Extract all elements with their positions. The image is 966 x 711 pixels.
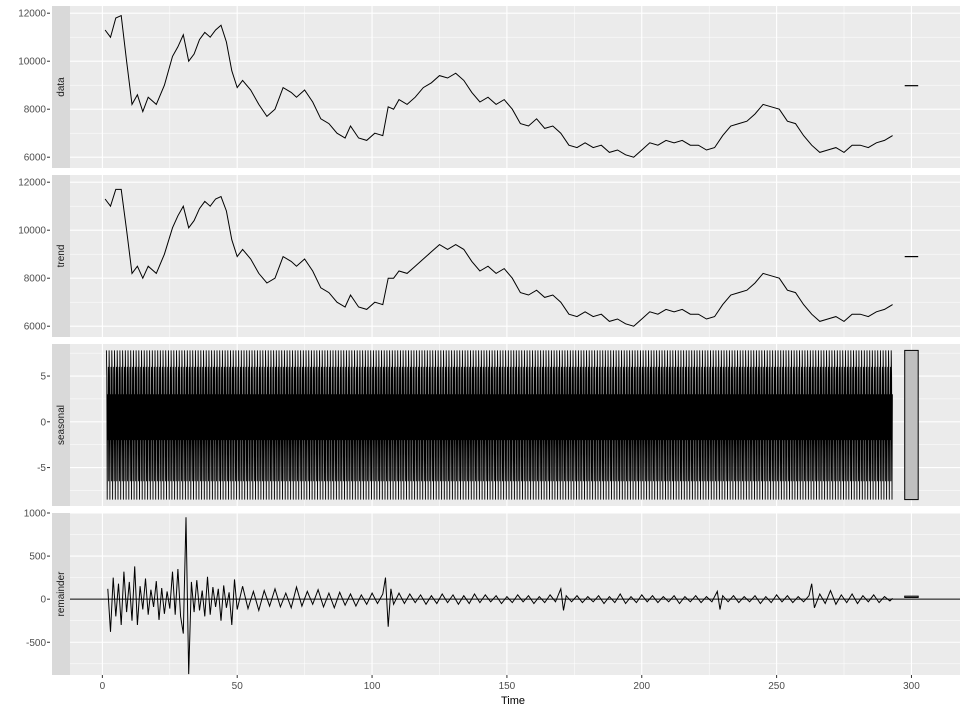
strip-label-seasonal: seasonal — [56, 405, 67, 445]
y-tick-label: -5 — [37, 463, 46, 474]
strip-seasonal — [52, 344, 70, 506]
y-tick-label: 12000 — [18, 9, 46, 20]
strip-trend — [52, 175, 70, 337]
strip-label-remainder: remainder — [56, 571, 67, 617]
panel-background-remainder — [70, 513, 960, 675]
y-tick-label: 8000 — [24, 105, 47, 116]
x-axis: 0 50 100 150 200 250 300 — [100, 675, 920, 692]
panel-background-data — [70, 6, 960, 168]
y-tick-label: -500 — [26, 638, 46, 649]
panel-seasonal: seasonal -5 0 5 — [37, 344, 960, 506]
series-line-data — [104, 14, 893, 158]
y-tick-label: 6000 — [24, 322, 47, 333]
series-line-seasonal — [105, 350, 893, 500]
x-tick-label: 300 — [903, 681, 920, 692]
y-tick-label: 0 — [40, 595, 46, 606]
y-tick-label: 500 — [29, 552, 46, 563]
panel-background-trend — [70, 175, 960, 337]
y-tick-label: 8000 — [24, 274, 47, 285]
series-line-trend — [104, 188, 893, 327]
y-tick-label: 1000 — [24, 509, 47, 520]
range-bar-remainder — [904, 595, 919, 598]
y-tick-label: 10000 — [18, 57, 46, 68]
x-tick-label: 250 — [768, 681, 785, 692]
strip-remainder — [52, 513, 70, 675]
x-tick-label: 0 — [100, 681, 106, 692]
panel-remainder: remainder -500 0 500 1000 — [24, 509, 960, 675]
range-bar-seasonal — [904, 349, 919, 501]
y-tick-label: 12000 — [18, 178, 46, 189]
panels-group: data600080001000012000trend6000800010000… — [18, 6, 960, 675]
y-tick-label: 0 — [40, 417, 46, 428]
panel-trend: trend 6000 8000 10000 12000 — [18, 175, 960, 337]
panel-data: data 6000 8000 10000 12000 — [18, 6, 960, 168]
y-tick-label: 5 — [40, 372, 46, 383]
y-tick-label: 6000 — [24, 153, 47, 164]
x-tick-label: 150 — [499, 681, 516, 692]
strip-label-data: data — [56, 77, 67, 97]
x-tick-label: 50 — [232, 681, 244, 692]
x-tick-label: 100 — [364, 681, 381, 692]
x-axis-title: Time — [501, 695, 525, 707]
strip-data — [52, 6, 70, 168]
x-tick-label: 200 — [633, 681, 650, 692]
y-tick-label: 10000 — [18, 226, 46, 237]
strip-label-trend: trend — [56, 245, 67, 268]
